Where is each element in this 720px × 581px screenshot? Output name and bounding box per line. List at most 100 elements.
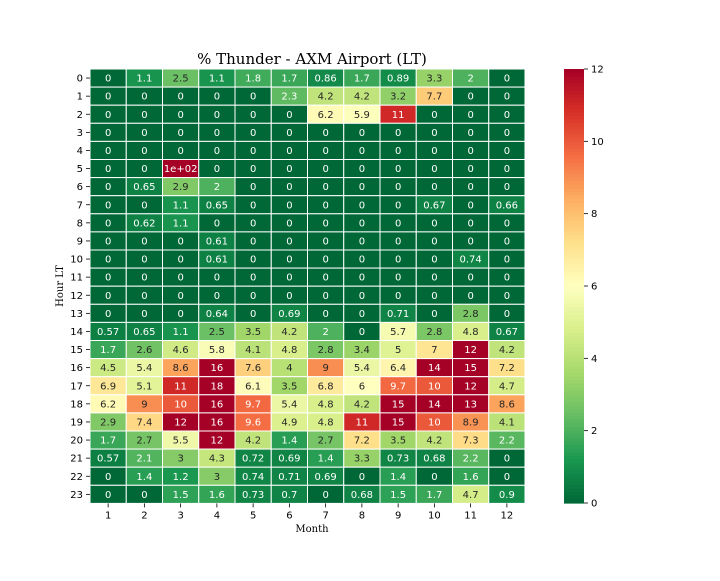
heatmap-cell-label: 0 <box>467 273 473 284</box>
heatmap-cell-label: 0 <box>322 273 328 284</box>
colorbar-segment <box>564 271 584 276</box>
colorbar-segment <box>564 296 584 302</box>
heatmap-cell-label: 14 <box>428 363 441 374</box>
heatmap-cell-label: 9 <box>322 363 328 374</box>
heatmap-cell-label: 4.8 <box>318 399 334 410</box>
heatmap-cell-label: 2.5 <box>209 327 225 338</box>
heatmap-cell-label: 0 <box>467 200 473 211</box>
heatmap-cell-label: 0 <box>395 164 401 175</box>
heatmap-cell-label: 0.66 <box>496 200 518 211</box>
y-tick-label: 8 <box>77 218 83 229</box>
colorbar-tick-label: 0 <box>591 499 597 510</box>
heatmap-cell-label: 0 <box>395 218 401 229</box>
heatmap-cell-label: 0 <box>359 327 365 338</box>
colorbar-segment <box>564 376 584 381</box>
colorbar-segment <box>564 112 584 117</box>
colorbar-segment <box>564 380 584 385</box>
heatmap-cell-label: 3.5 <box>245 327 261 338</box>
heatmap-cell-label: 0 <box>141 200 147 211</box>
heatmap-cell-label: 0 <box>322 146 328 157</box>
heatmap-cell-label: 0 <box>431 128 437 139</box>
heatmap-cell-label: 0 <box>467 146 473 157</box>
heatmap-cell-label: 6.9 <box>100 381 116 392</box>
heatmap-cell-label: 0 <box>359 255 365 266</box>
heatmap-cell-label: 0 <box>250 92 256 103</box>
heatmap-cell-label: 0 <box>141 128 147 139</box>
y-tick-label: 2 <box>77 110 83 121</box>
heatmap-cell-label: 2.7 <box>136 436 152 447</box>
heatmap-cell-label: 2 <box>467 74 473 85</box>
colorbar-tick-label: 12 <box>591 65 604 76</box>
heatmap-cell-label: 0 <box>431 164 437 175</box>
heatmap-cell-label: 0 <box>504 128 510 139</box>
heatmap-cell-label: 14 <box>428 399 441 410</box>
colorbar-segment <box>564 141 584 146</box>
heatmap-cell-label: 0.69 <box>278 309 300 320</box>
heatmap-cell-label: 4.6 <box>173 345 189 356</box>
heatmap-cell-label: 0 <box>250 273 256 284</box>
colorbar-segment <box>564 87 584 92</box>
heatmap-cell-label: 0 <box>504 255 510 266</box>
heatmap-cell-label: 0 <box>359 200 365 211</box>
heatmap-cell-label: 0 <box>467 164 473 175</box>
y-tick-label: 20 <box>70 436 83 447</box>
colorbar-tick-label: 6 <box>591 282 597 293</box>
heatmap-cell-label: 1.7 <box>100 436 116 447</box>
heatmap-cell-label: 0.69 <box>314 472 336 483</box>
heatmap-cell-label: 4.3 <box>209 454 225 465</box>
heatmap-cell-label: 0 <box>286 291 292 302</box>
heatmap-cell-label: 0 <box>141 146 147 157</box>
heatmap-cell-label: 16 <box>211 417 224 428</box>
heatmap-cell-label: 7.6 <box>245 363 261 374</box>
heatmap-cell-label: 0.9 <box>499 490 515 501</box>
heatmap-cell-label: 1.7 <box>281 74 297 85</box>
heatmap-cell-label: 6.4 <box>390 363 406 374</box>
heatmap-cell-label: 0.57 <box>97 327 119 338</box>
heatmap-cell-label: 0 <box>504 110 510 121</box>
heatmap-cell-label: 3 <box>177 454 183 465</box>
y-tick-label: 9 <box>77 236 83 247</box>
colorbar-segment <box>564 318 584 323</box>
colorbar-segment <box>564 369 584 374</box>
heatmap-cell-label: 4.1 <box>245 345 261 356</box>
heatmap-cell-label: 0 <box>177 146 183 157</box>
colorbar-segment <box>564 477 584 482</box>
colorbar-segment <box>564 235 584 240</box>
colorbar-segment <box>564 231 584 236</box>
heatmap-cell-label: 0 <box>504 291 510 302</box>
heatmap-cell-label: 0 <box>359 146 365 157</box>
heatmap-cell-label: 1.1 <box>136 74 152 85</box>
heatmap-cell-label: 1e+02 <box>164 164 198 175</box>
heatmap-cell-label: 0 <box>214 92 220 103</box>
colorbar-segment <box>564 481 584 486</box>
colorbar-tick-label: 8 <box>591 209 597 220</box>
x-tick-label: 3 <box>177 510 183 521</box>
colorbar-tick-label: 4 <box>591 354 597 365</box>
heatmap-cell-label: 8.6 <box>499 399 515 410</box>
colorbar-segment <box>564 441 584 446</box>
heatmap-cell-label: 0.62 <box>133 218 155 229</box>
heatmap-cell-label: 0 <box>322 218 328 229</box>
heatmap-cell-label: 0 <box>504 236 510 247</box>
heatmap-cell-label: 11 <box>174 381 187 392</box>
heatmap-cell-label: 2.8 <box>463 309 479 320</box>
colorbar-segment <box>564 126 584 132</box>
heatmap-cell-label: 0 <box>359 164 365 175</box>
heatmap-cell-label: 0 <box>105 218 111 229</box>
heatmap-cell-label: 4 <box>286 363 292 374</box>
x-axis-label: Month <box>295 524 329 535</box>
heatmap-cell-label: 4.2 <box>354 399 370 410</box>
heatmap-cell-label: 0 <box>395 182 401 193</box>
heatmap-cell-label: 6 <box>359 381 365 392</box>
colorbar-segment <box>564 155 584 161</box>
colorbar-segment <box>564 434 584 439</box>
y-tick-label: 17 <box>70 381 83 392</box>
colorbar-segment <box>564 325 584 330</box>
heatmap-cell-label: 4.7 <box>463 490 479 501</box>
colorbar-segment <box>564 474 584 479</box>
heatmap-cell-label: 0 <box>395 291 401 302</box>
x-tick-label: 1 <box>105 510 111 521</box>
colorbar-segment <box>564 195 584 200</box>
heatmap-cell-label: 0 <box>467 218 473 229</box>
colorbar-segment <box>564 97 584 103</box>
